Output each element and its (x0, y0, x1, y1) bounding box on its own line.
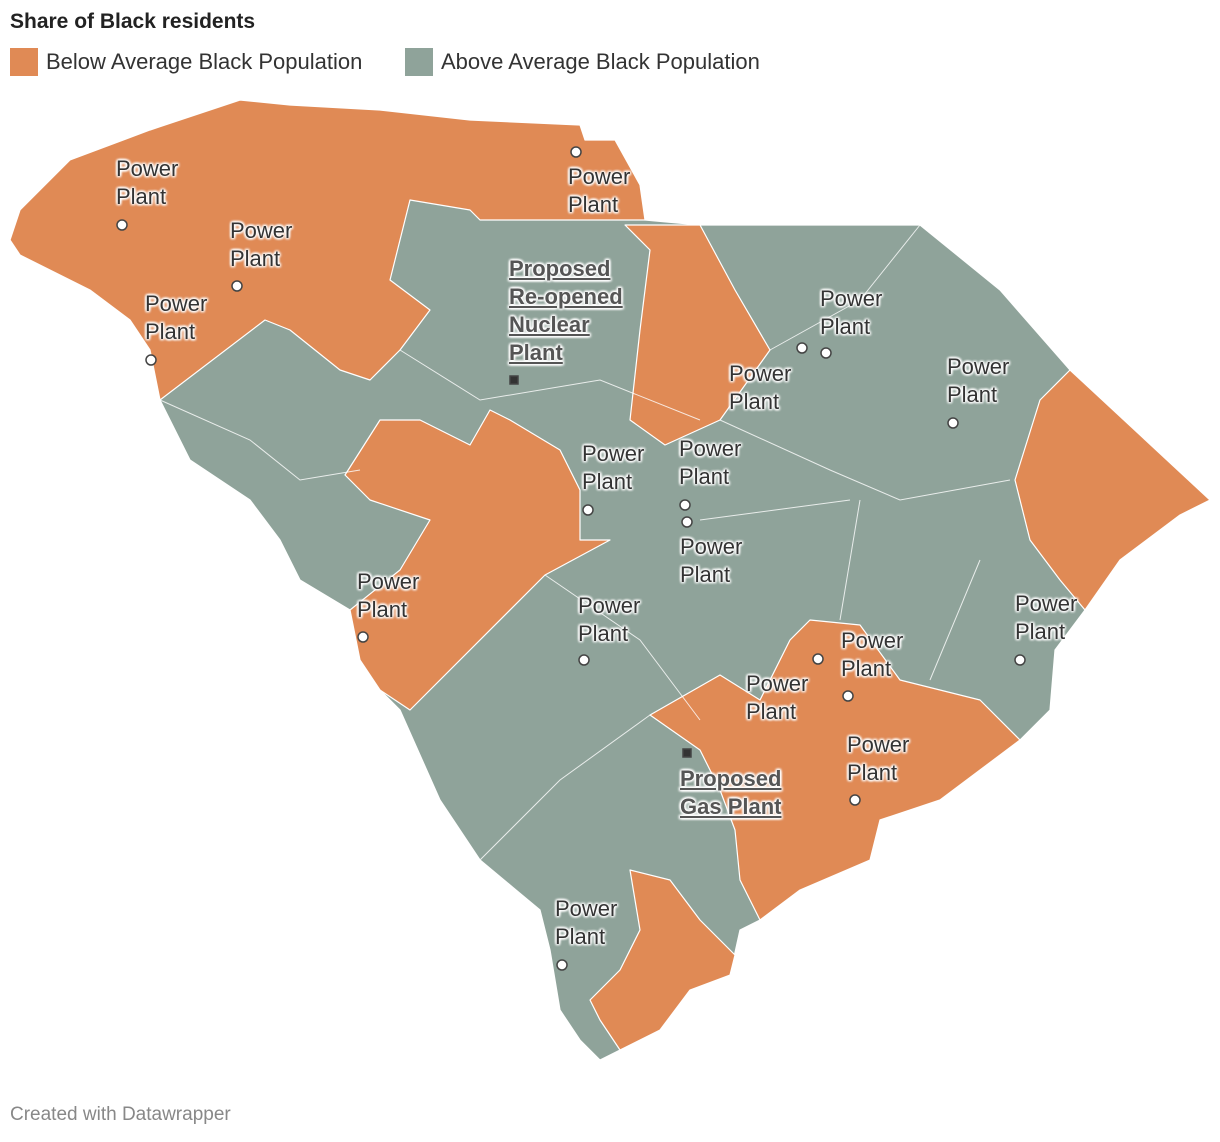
marker (570, 146, 582, 158)
marker (578, 654, 590, 666)
marker-label: Power Plant (1015, 591, 1078, 644)
marker (820, 347, 832, 359)
legend-item: Above Average Black Population (405, 48, 760, 76)
marker-label: Power Plant (578, 593, 641, 646)
county-borders (159, 224, 1011, 861)
marker (681, 516, 693, 528)
legend-swatch (405, 48, 433, 76)
title: Share of Black residents (10, 10, 256, 33)
county-region (1014, 369, 1211, 611)
legend-label: Above Average Black Population (441, 49, 760, 74)
marker-label: Proposed Gas Plant (680, 766, 782, 819)
markers (116, 146, 1026, 971)
marker (116, 219, 128, 231)
marker-label: Power Plant (746, 671, 809, 724)
marker-label: Power Plant (841, 628, 904, 681)
marker (231, 280, 243, 292)
marker-label: Power Plant (820, 286, 883, 339)
county-region (9, 99, 646, 401)
credit: Created with Datawrapper (10, 1104, 231, 1125)
marker-label: Power Plant (555, 896, 618, 949)
county-region (589, 869, 736, 1051)
legend-swatch (10, 48, 38, 76)
marker (796, 342, 808, 354)
marker (812, 653, 824, 665)
marker (582, 504, 594, 516)
marker (556, 959, 568, 971)
marker-label: Power Plant (230, 218, 293, 271)
legend-label: Below Average Black Population (46, 49, 363, 74)
marker-label: Power Plant (847, 732, 910, 785)
marker (947, 417, 959, 429)
marker (679, 499, 691, 511)
marker-label: Power Plant (116, 156, 179, 209)
marker (357, 631, 369, 643)
county-region (344, 409, 611, 711)
marker (849, 794, 861, 806)
marker (145, 354, 157, 366)
marker-label: Power Plant (145, 291, 208, 344)
county-region (624, 224, 771, 446)
marker-label: Power Plant (582, 441, 645, 494)
marker-label: Power Plant (947, 354, 1010, 407)
marker-label: Power Plant (568, 164, 631, 217)
legend-item: Below Average Black Population (10, 48, 362, 76)
marker (1014, 654, 1026, 666)
marker (682, 748, 692, 758)
marker (842, 690, 854, 702)
marker (509, 375, 519, 385)
marker-label: Power Plant (680, 534, 743, 587)
marker-label: Power Plant (679, 436, 742, 489)
marker-label: Proposed Re-opened Nuclear Plant (509, 256, 623, 365)
marker-label: Power Plant (729, 361, 792, 414)
county-region (649, 619, 1021, 921)
marker-label: Power Plant (357, 569, 420, 622)
